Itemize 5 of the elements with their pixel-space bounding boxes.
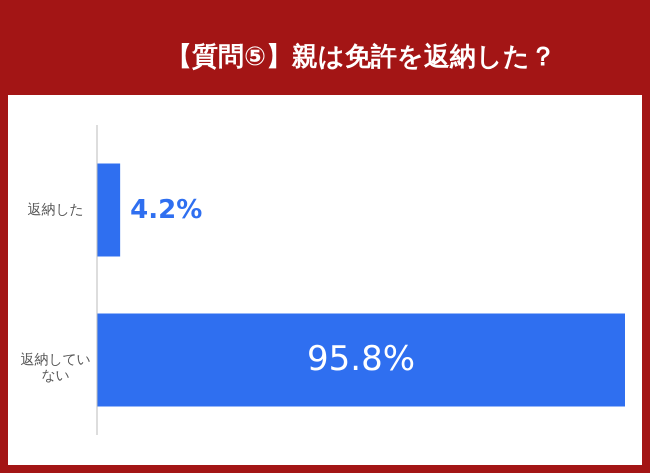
chart-title: 【質問⑤】親は免許を返納した？ bbox=[166, 42, 556, 72]
y-tick-label: 返納していない bbox=[20, 352, 90, 384]
data-label: 95.8% bbox=[306, 339, 416, 379]
y-tick-label: 返納した bbox=[28, 202, 84, 218]
data-label: 4.2% bbox=[130, 195, 202, 225]
